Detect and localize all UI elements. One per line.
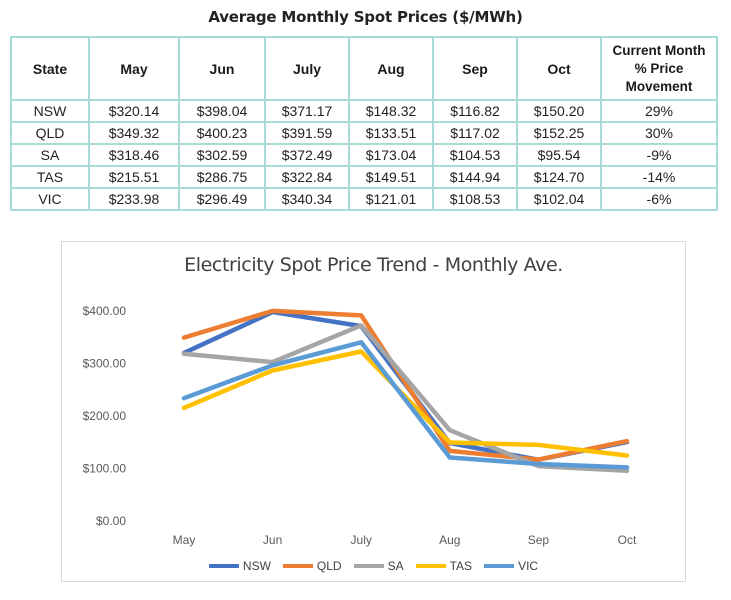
y-tick-label: $300.00 (83, 357, 127, 371)
header-movement-line-1: Current Month (612, 42, 706, 58)
cell-price: $398.04 (178, 99, 266, 123)
legend-item-vic: VIC (484, 559, 538, 573)
cell-movement: 30% (600, 121, 718, 145)
legend-label: TAS (449, 559, 473, 573)
header-july: July (264, 36, 350, 101)
cell-price: $318.46 (88, 143, 180, 167)
y-tick-label: $400.00 (83, 304, 127, 318)
cell-price: $349.32 (88, 121, 180, 145)
cell-movement: 29% (600, 99, 718, 123)
cell-price: $102.04 (516, 187, 602, 211)
cell-price: $133.51 (348, 121, 434, 145)
y-tick-label: $0.00 (96, 514, 126, 528)
legend-item-sa: SA (353, 559, 404, 573)
cell-price: $320.14 (88, 99, 180, 123)
header-state: State (10, 36, 90, 101)
header-jun: Jun (178, 36, 266, 101)
cell-price: $391.59 (264, 121, 350, 145)
table-row: VIC $233.98 $296.49 $340.34 $121.01 $108… (10, 187, 718, 211)
cell-state: TAS (10, 165, 90, 189)
cell-movement: -14% (600, 165, 718, 189)
cell-price: $104.53 (432, 143, 518, 167)
x-tick-label: Jun (263, 533, 282, 547)
table-row: SA $318.46 $302.59 $372.49 $173.04 $104.… (10, 143, 718, 167)
header-movement: Current Month % Price Movement (600, 36, 718, 101)
header-aug: Aug (348, 36, 434, 101)
header-oct: Oct (516, 36, 602, 101)
x-tick-label: July (351, 533, 372, 547)
y-tick-label: $100.00 (83, 462, 127, 476)
x-tick-label: Sep (528, 533, 550, 547)
table-header-row: State May Jun July Aug Sep Oct Current M… (10, 36, 718, 101)
cell-price: $121.01 (348, 187, 434, 211)
cell-state: QLD (10, 121, 90, 145)
cell-state: SA (10, 143, 90, 167)
cell-price: $322.84 (264, 165, 350, 189)
x-tick-label: May (173, 533, 196, 547)
x-tick-label: Oct (618, 533, 637, 547)
cell-state: VIC (10, 187, 90, 211)
table-title: Average Monthly Spot Prices ($/MWh) (208, 8, 523, 26)
chart-plot-area: $0.00 $100.00 $200.00 $300.00 $400.00 May Jun J… (83, 304, 637, 547)
cell-price: $296.49 (178, 187, 266, 211)
cell-price: $302.59 (178, 143, 266, 167)
chart-title: Electricity Spot Price Trend - Monthly A… (184, 254, 563, 276)
legend-label: QLD (316, 559, 342, 573)
cell-price: $150.20 (516, 99, 602, 123)
cell-price: $372.49 (264, 143, 350, 167)
header-movement-line-2: % Price (634, 60, 684, 76)
cell-price: $233.98 (88, 187, 180, 211)
cell-movement: -6% (600, 187, 718, 211)
legend-item-tas: TAS (415, 559, 473, 573)
legend-label: NSW (242, 559, 271, 573)
series-line-vic (181, 340, 630, 470)
cell-price: $173.04 (348, 143, 434, 167)
cell-price: $144.94 (432, 165, 518, 189)
cell-price: $124.70 (516, 165, 602, 189)
spot-price-table: State May Jun July Aug Sep Oct Current M… (10, 36, 718, 211)
y-tick-label: $200.00 (83, 409, 127, 423)
header-sep: Sep (432, 36, 518, 101)
x-tick-label: Aug (439, 533, 460, 547)
header-may: May (88, 36, 180, 101)
legend-item-nsw: NSW (208, 559, 271, 573)
cell-movement: -9% (600, 143, 718, 167)
legend-swatch (415, 564, 446, 568)
cell-price: $95.54 (516, 143, 602, 167)
cell-price: $116.82 (432, 99, 518, 123)
table-row: QLD $349.32 $400.23 $391.59 $133.51 $117… (10, 121, 718, 145)
legend-swatch (282, 564, 313, 568)
legend-label: VIC (518, 559, 539, 573)
cell-price: $340.34 (264, 187, 350, 211)
cell-price: $117.02 (432, 121, 518, 145)
legend-label: SA (387, 559, 404, 573)
cell-price: $215.51 (88, 165, 180, 189)
cell-price: $108.53 (432, 187, 518, 211)
cell-price: $400.23 (178, 121, 266, 145)
line-chart: Electricity Spot Price Trend - Monthly A… (61, 241, 686, 582)
legend-swatch (208, 564, 239, 568)
cell-price: $148.32 (348, 99, 434, 123)
cell-price: $149.51 (348, 165, 434, 189)
legend-item-qld: QLD (282, 559, 342, 573)
legend-swatch (484, 564, 515, 568)
legend-swatch (353, 564, 384, 568)
table-row: NSW $320.14 $398.04 $371.17 $148.32 $116… (10, 99, 718, 123)
chart-legend: NSW QLD SA TAS VIC (62, 559, 685, 573)
series-line-sa (181, 323, 630, 474)
table-row: TAS $215.51 $286.75 $322.84 $149.51 $144… (10, 165, 718, 189)
cell-state: NSW (10, 99, 90, 123)
cell-price: $286.75 (178, 165, 266, 189)
series-line-qld (181, 308, 630, 462)
cell-price: $152.25 (516, 121, 602, 145)
cell-price: $371.17 (264, 99, 350, 123)
header-movement-line-3: Movement (625, 78, 693, 94)
